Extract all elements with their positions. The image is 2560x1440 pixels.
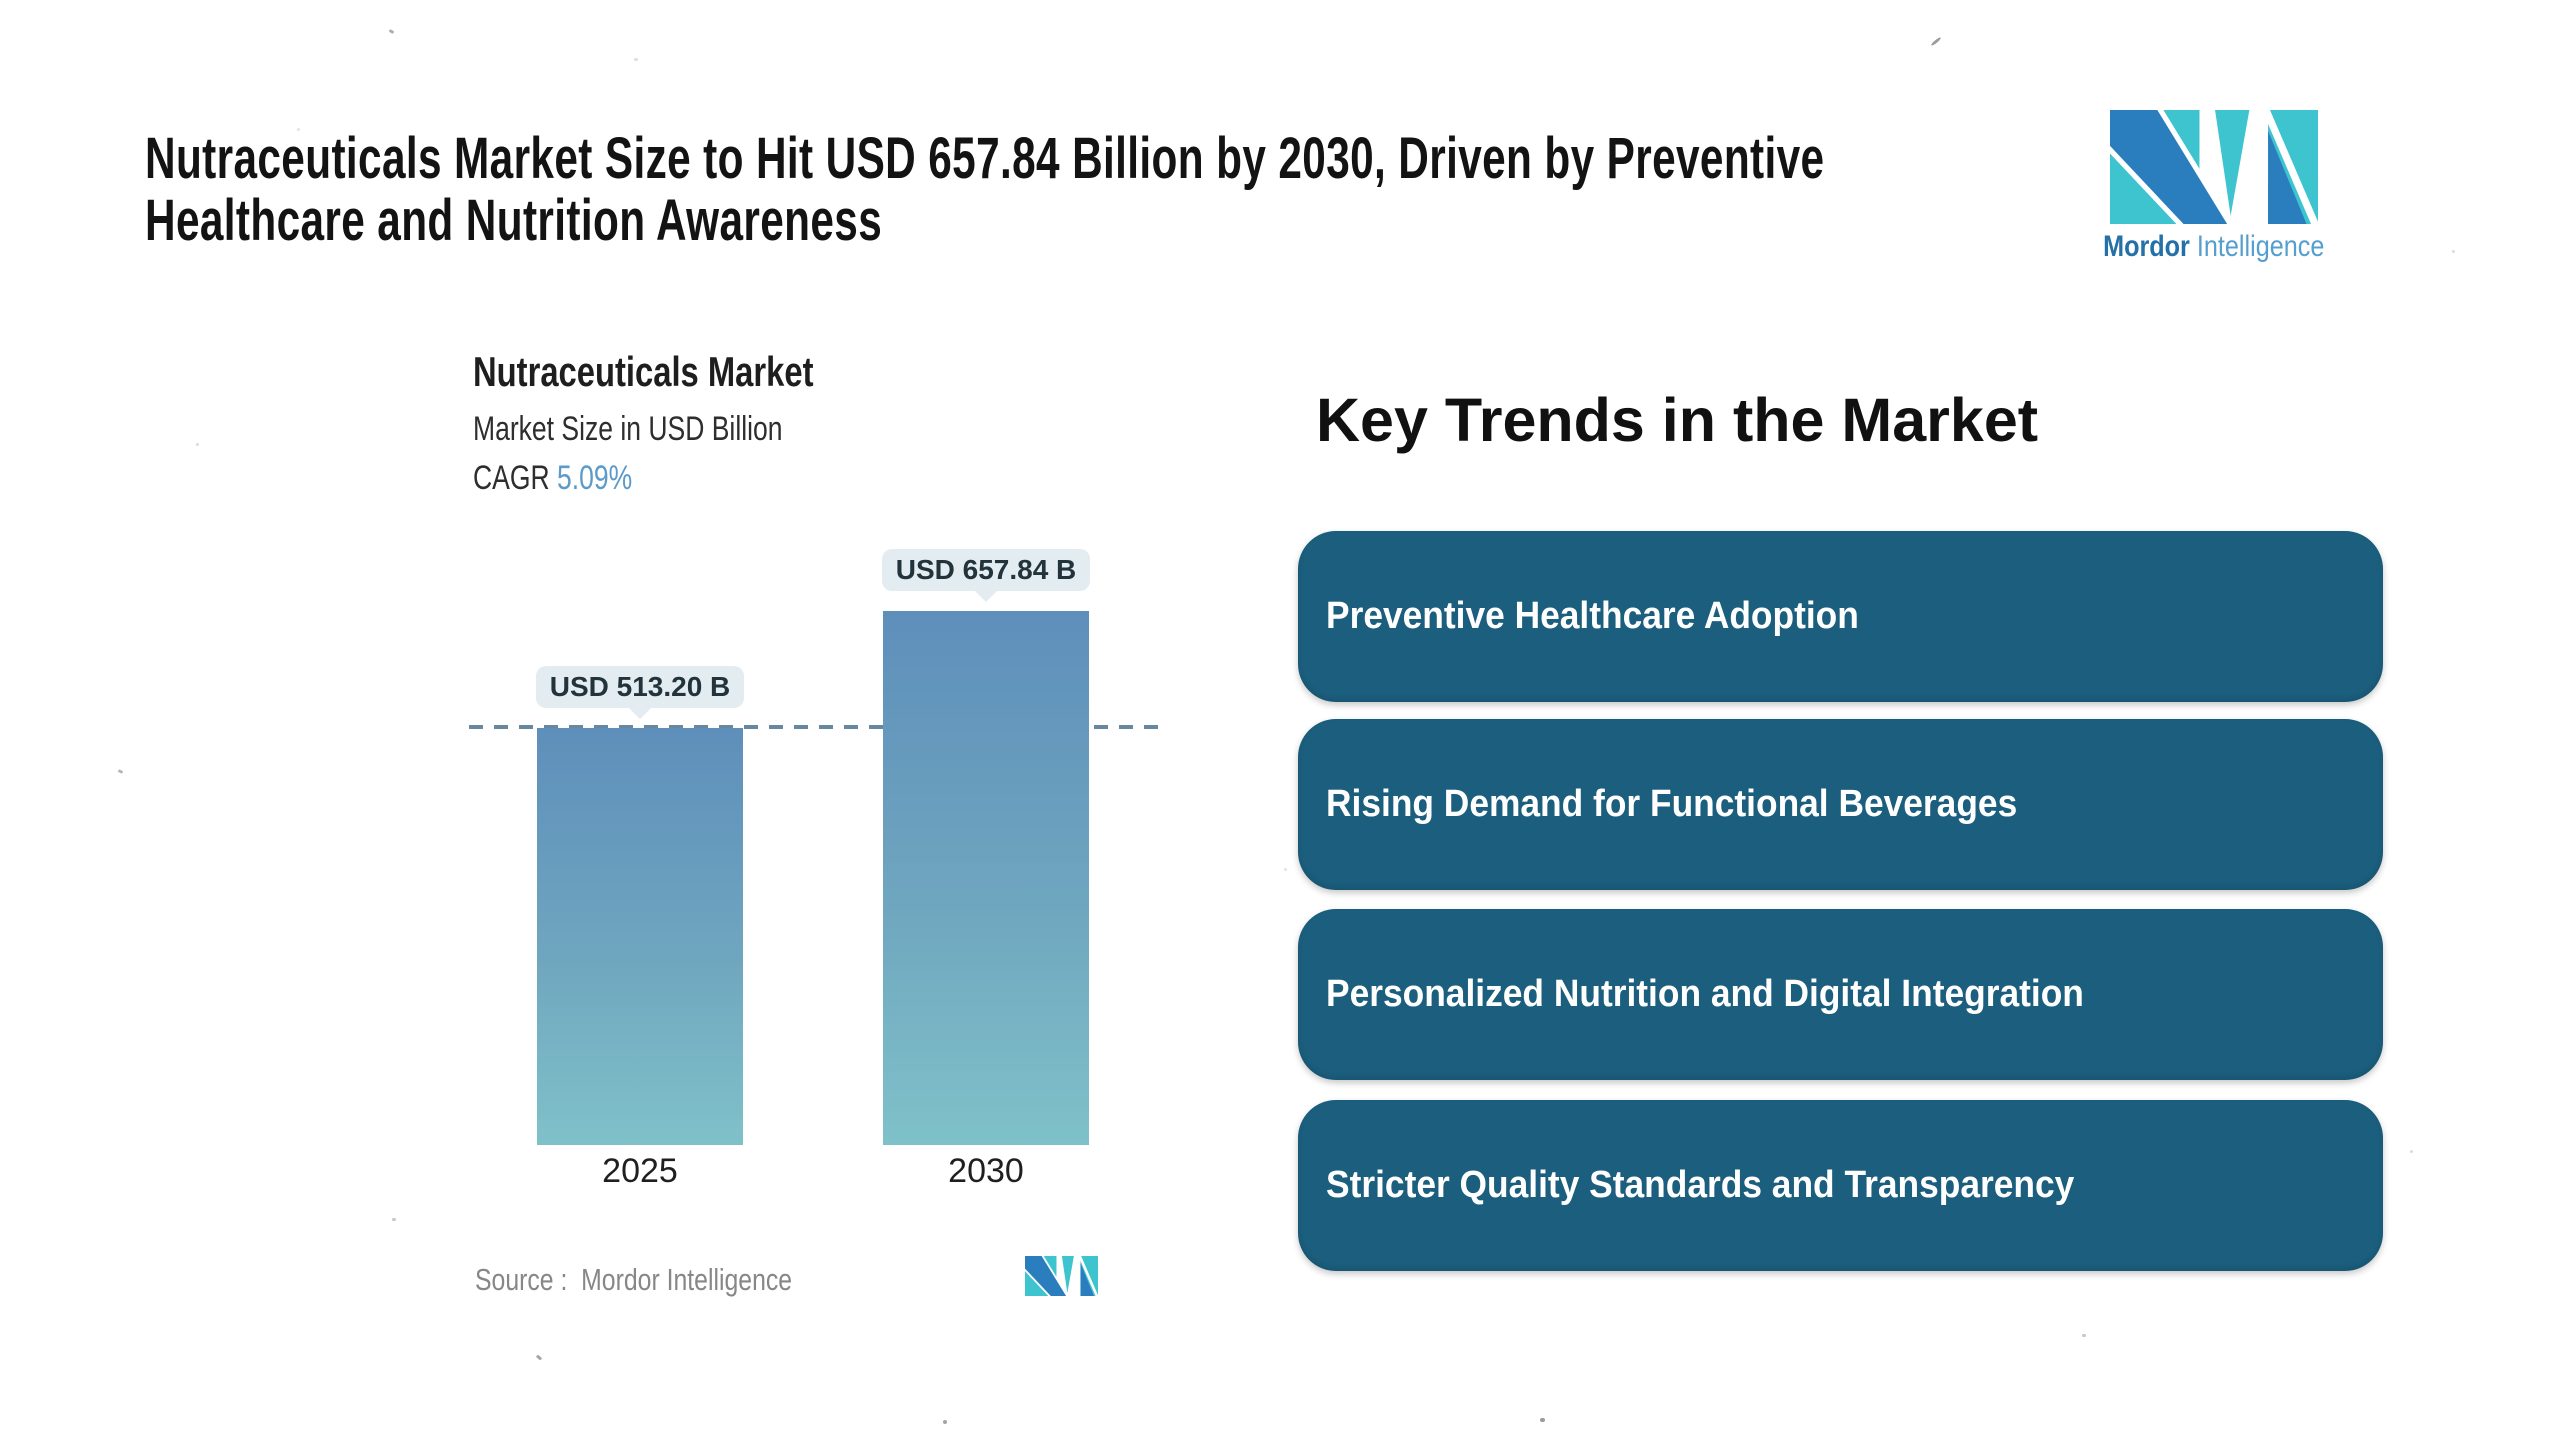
mordor-intelligence-logo-small-icon: [1025, 1256, 1098, 1296]
wordmark-bold: Mordor: [2103, 230, 2191, 263]
value-label-2025: USD 513.20 B: [549, 671, 731, 702]
trend-pill: Stricter Quality Standards and Transpare…: [1298, 1100, 2383, 1271]
speckle: [2248, 632, 2251, 635]
speckle: [392, 1218, 396, 1221]
trend-pill-label: Personalized Nutrition and Digital Integ…: [1326, 973, 2084, 1015]
speckle: [297, 128, 300, 131]
bar: [883, 611, 1089, 1145]
source-line: Source : Mordor Intelligence: [475, 1262, 871, 1298]
mordor-intelligence-logo-icon: [2110, 110, 2318, 224]
source-value: Mordor Intelligence: [581, 1262, 793, 1297]
speckle: [117, 769, 124, 774]
bar: [537, 728, 743, 1145]
cagr-value: 5.09%: [556, 459, 633, 497]
trend-pill-label: Stricter Quality Standards and Transpare…: [1326, 1164, 2075, 1206]
trend-pill-label: Preventive Healthcare Adoption: [1326, 595, 1859, 637]
speckle: [2082, 1334, 2086, 1337]
trends-heading: Key Trends in the Market: [1316, 386, 2039, 454]
trend-pill: Preventive Healthcare Adoption: [1298, 531, 2383, 702]
chart-title: Nutraceuticals Market: [473, 348, 814, 395]
page-title-line2: Healthcare and Nutrition Awareness: [145, 188, 883, 253]
speckle: [634, 58, 638, 61]
source-label: Source :: [475, 1262, 568, 1297]
mordor-intelligence-wordmark: Mordor Intelligence: [2064, 230, 2364, 264]
speckle: [535, 1354, 543, 1361]
cagr-label: CAGR: [473, 459, 550, 497]
speckle: [1930, 36, 1942, 47]
value-label-bubble: USD 657.84 B: [881, 549, 1091, 591]
trend-pill: Rising Demand for Functional Beverages: [1298, 719, 2383, 890]
speckle: [1540, 1418, 1545, 1422]
speckle: [1284, 868, 1287, 871]
bubble-pointer-icon: [628, 707, 652, 719]
speckle: [2452, 250, 2455, 253]
speckle: [388, 28, 395, 35]
bubble-pointer-icon: [974, 590, 998, 602]
x-axis-label-2030: 2030: [948, 1152, 1024, 1190]
wordmark-light: Intelligence: [2197, 230, 2325, 263]
bar-column: USD 513.20 B: [535, 666, 745, 1145]
trend-pill-label: Rising Demand for Functional Beverages: [1326, 783, 2018, 825]
x-axis-label-2025: 2025: [602, 1152, 678, 1190]
value-label-2030: USD 657.84 B: [895, 554, 1077, 585]
speckle: [2410, 1150, 2413, 1153]
page-title-line1: Nutraceuticals Market Size to Hit USD 65…: [145, 126, 1825, 191]
speckle: [943, 1420, 947, 1424]
reference-dashed-line: [469, 725, 1163, 729]
value-label-bubble: USD 513.20 B: [535, 666, 745, 708]
speckle: [196, 443, 199, 446]
bar-column: USD 657.84 B: [881, 549, 1091, 1145]
chart-subtitle: Market Size in USD Billion: [473, 410, 783, 448]
page-title: Nutraceuticals Market Size to Hit USD 65…: [145, 128, 2446, 252]
trend-pill: Personalized Nutrition and Digital Integ…: [1298, 909, 2383, 1080]
chart-header: Nutraceuticals Market Market Size in USD…: [473, 348, 910, 498]
